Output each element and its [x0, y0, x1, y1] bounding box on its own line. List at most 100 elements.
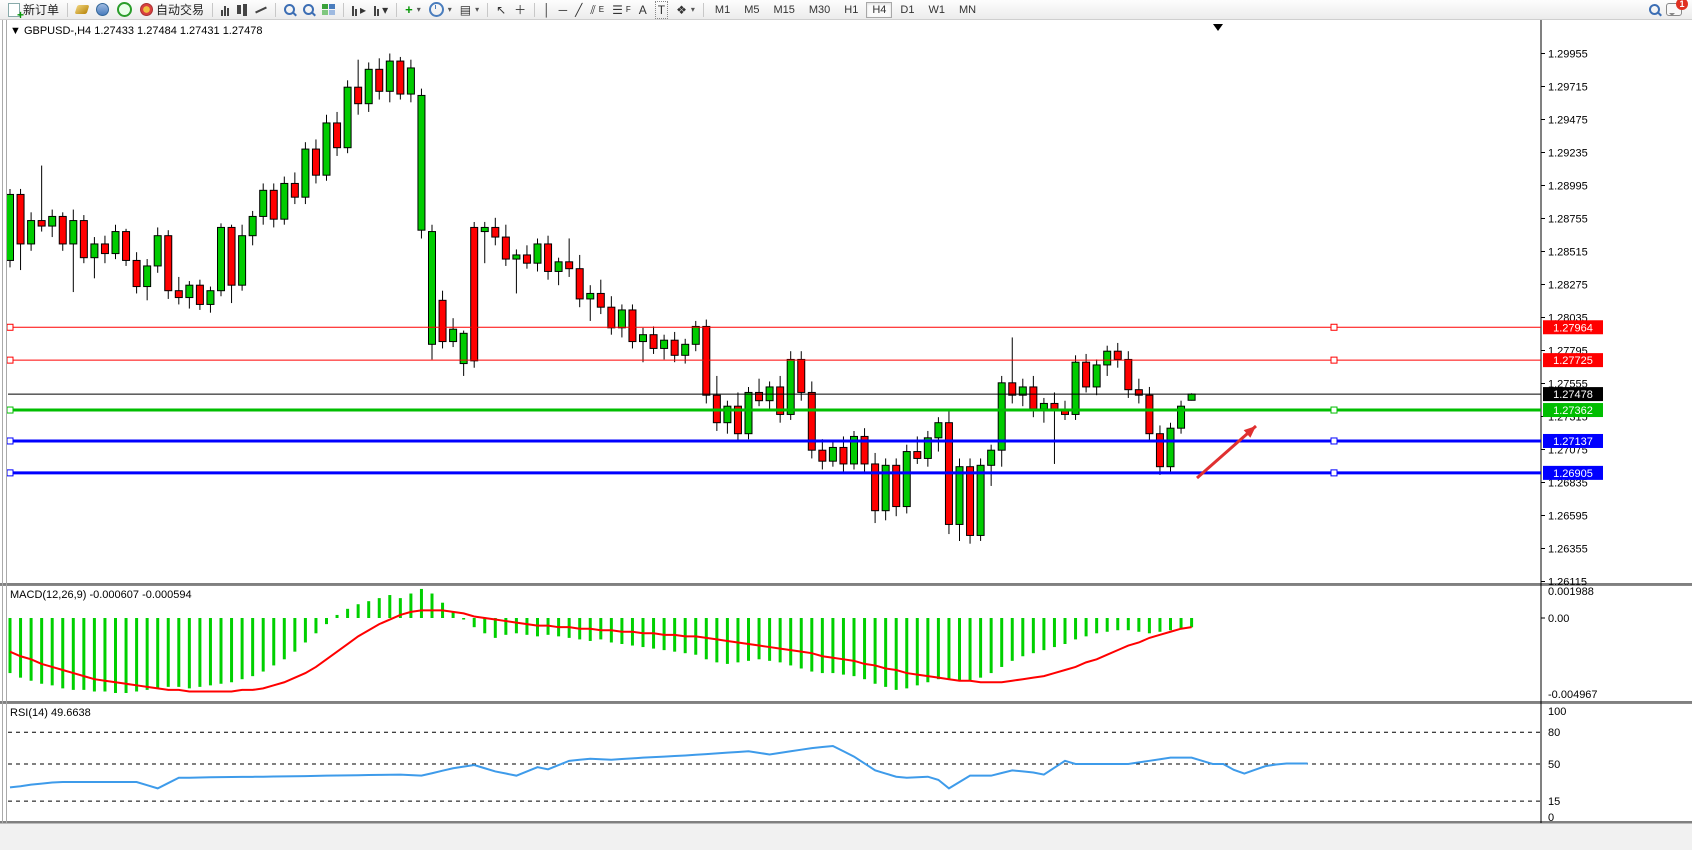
bear-candle: [839, 446, 848, 465]
hline-handle[interactable]: [6, 356, 14, 364]
bear-candle: [1134, 389, 1143, 396]
broom-icon: [74, 5, 90, 14]
bear-candle: [565, 261, 574, 270]
timeframe-D1[interactable]: D1: [900, 3, 915, 16]
bull-candle: [6, 193, 14, 261]
bull-candle: [280, 182, 289, 220]
bear-candle: [607, 306, 616, 329]
bar-chart-button[interactable]: [217, 0, 233, 20]
vline-tool[interactable]: │: [539, 0, 555, 20]
autotrading-icon: [140, 3, 154, 16]
bear-candle: [195, 284, 204, 305]
autotrading-button[interactable]: 自动交易: [136, 0, 208, 20]
hline-handle[interactable]: [6, 437, 14, 445]
search-icon[interactable]: [1649, 4, 1660, 15]
hline-handle[interactable]: [1330, 469, 1338, 477]
bull-candle: [206, 290, 215, 305]
bear-candle: [733, 405, 742, 435]
bear-candle: [1155, 433, 1164, 468]
rsi-tick: 15: [1548, 796, 1560, 808]
user-icon: [96, 3, 110, 16]
indicators-button[interactable]: + ▾: [405, 2, 421, 17]
hline-tool[interactable]: ─: [555, 0, 572, 20]
cursor-tool[interactable]: ↖: [492, 0, 510, 20]
bear-candle: [1145, 394, 1154, 435]
auto-scroll-button[interactable]: ▸: [348, 0, 370, 20]
bear-candle: [311, 148, 320, 176]
zoom-in-button[interactable]: [280, 0, 299, 20]
bull-candle: [48, 215, 57, 227]
timeframe-W1[interactable]: W1: [928, 3, 945, 16]
hline-handle[interactable]: [6, 469, 14, 477]
bull-candle: [385, 60, 394, 92]
trendline-icon: ╱: [575, 2, 583, 17]
chart-shift-button[interactable]: ▾: [370, 0, 392, 20]
hline-handle[interactable]: [1330, 437, 1338, 445]
zoom-out-icon: [303, 4, 315, 15]
bear-candle: [892, 464, 901, 508]
bull-candle: [248, 215, 257, 237]
bear-candle: [290, 182, 299, 198]
hline-price-box: [1543, 433, 1603, 448]
timeframe-M1[interactable]: M1: [714, 3, 731, 16]
hline-handle[interactable]: [1330, 323, 1338, 331]
bid-price-box: [1543, 387, 1603, 402]
price-panel[interactable]: 1.29955 1.29715 1.29475 1.29235 1.28995 1.287…: [0, 20, 1692, 585]
price-tick-label: 1.28275: [1548, 280, 1588, 292]
channel-tool[interactable]: ⫽ E: [590, 2, 605, 17]
bull-candle: [923, 437, 932, 459]
rsi-label: RSI(14) 49.6638: [10, 707, 91, 719]
bull-candle: [881, 464, 890, 512]
bull-candle: [723, 405, 732, 424]
profile-button[interactable]: [92, 0, 113, 20]
bull-candle: [744, 391, 753, 435]
timeframe-M30[interactable]: M30: [808, 3, 831, 16]
bear-candle: [807, 391, 816, 451]
timeframe-H4[interactable]: H4: [866, 1, 893, 18]
bull-candle: [69, 220, 78, 245]
bull-candle: [459, 332, 468, 365]
chart-shift-marker[interactable]: [1213, 24, 1223, 31]
window-left-edge: [2, 20, 7, 840]
text-tool[interactable]: A: [635, 0, 651, 20]
bear-candle: [16, 193, 25, 245]
hline-handle[interactable]: [6, 323, 14, 331]
macd-panel[interactable]: 0.001988 0.00 -0.004967 MACD(12,26,9) -0.00…: [0, 585, 1692, 703]
timeframe-M5[interactable]: M5: [744, 3, 760, 16]
chat-icon[interactable]: 1: [1666, 0, 1688, 16]
tile-windows-button[interactable]: [318, 0, 339, 20]
periods-button[interactable]: ▾: [425, 0, 456, 20]
templates-button[interactable]: ▤ ▾: [459, 2, 480, 17]
fibonacci-tool[interactable]: ☰ F: [612, 2, 631, 17]
bear-candle: [396, 60, 405, 95]
hline-handle[interactable]: [6, 406, 14, 414]
separator: [396, 2, 398, 17]
price-tick-label: 1.29235: [1548, 148, 1588, 160]
line-chart-button[interactable]: [251, 0, 271, 20]
zoom-out-button[interactable]: [299, 0, 318, 20]
arrow-annotation-head[interactable]: [1243, 426, 1256, 438]
separator: [67, 2, 69, 17]
auto-scroll-icon: [352, 4, 358, 16]
crosshair-tool[interactable]: ＋: [510, 0, 530, 20]
clear-button[interactable]: [72, 0, 92, 20]
timeframe-H1[interactable]: H1: [844, 3, 859, 16]
new-order-button[interactable]: 新订单: [4, 0, 63, 22]
bull-candle: [1039, 402, 1048, 410]
trendline-tool[interactable]: ╱: [571, 0, 586, 20]
timeframe-M15[interactable]: M15: [773, 3, 795, 16]
hline-handle[interactable]: [1330, 356, 1338, 364]
bull-candle: [185, 284, 194, 299]
signals-button[interactable]: [113, 0, 136, 20]
rsi-panel[interactable]: 100 80 50 15 0 RSI(14) 49.6638: [0, 703, 1692, 823]
candle-chart-button[interactable]: [233, 0, 251, 20]
bull-candle: [1166, 427, 1175, 468]
signal-icon: [117, 2, 133, 17]
hline-handle[interactable]: [1330, 406, 1338, 414]
bull-candle: [322, 122, 331, 176]
timeframe-MN[interactable]: MN: [958, 3, 977, 16]
textlabel-tool[interactable]: T: [651, 0, 672, 20]
bear-candle: [702, 325, 711, 396]
arrows-tool[interactable]: ❖ ▾: [676, 2, 695, 17]
arrow-annotation[interactable]: [1196, 424, 1257, 480]
